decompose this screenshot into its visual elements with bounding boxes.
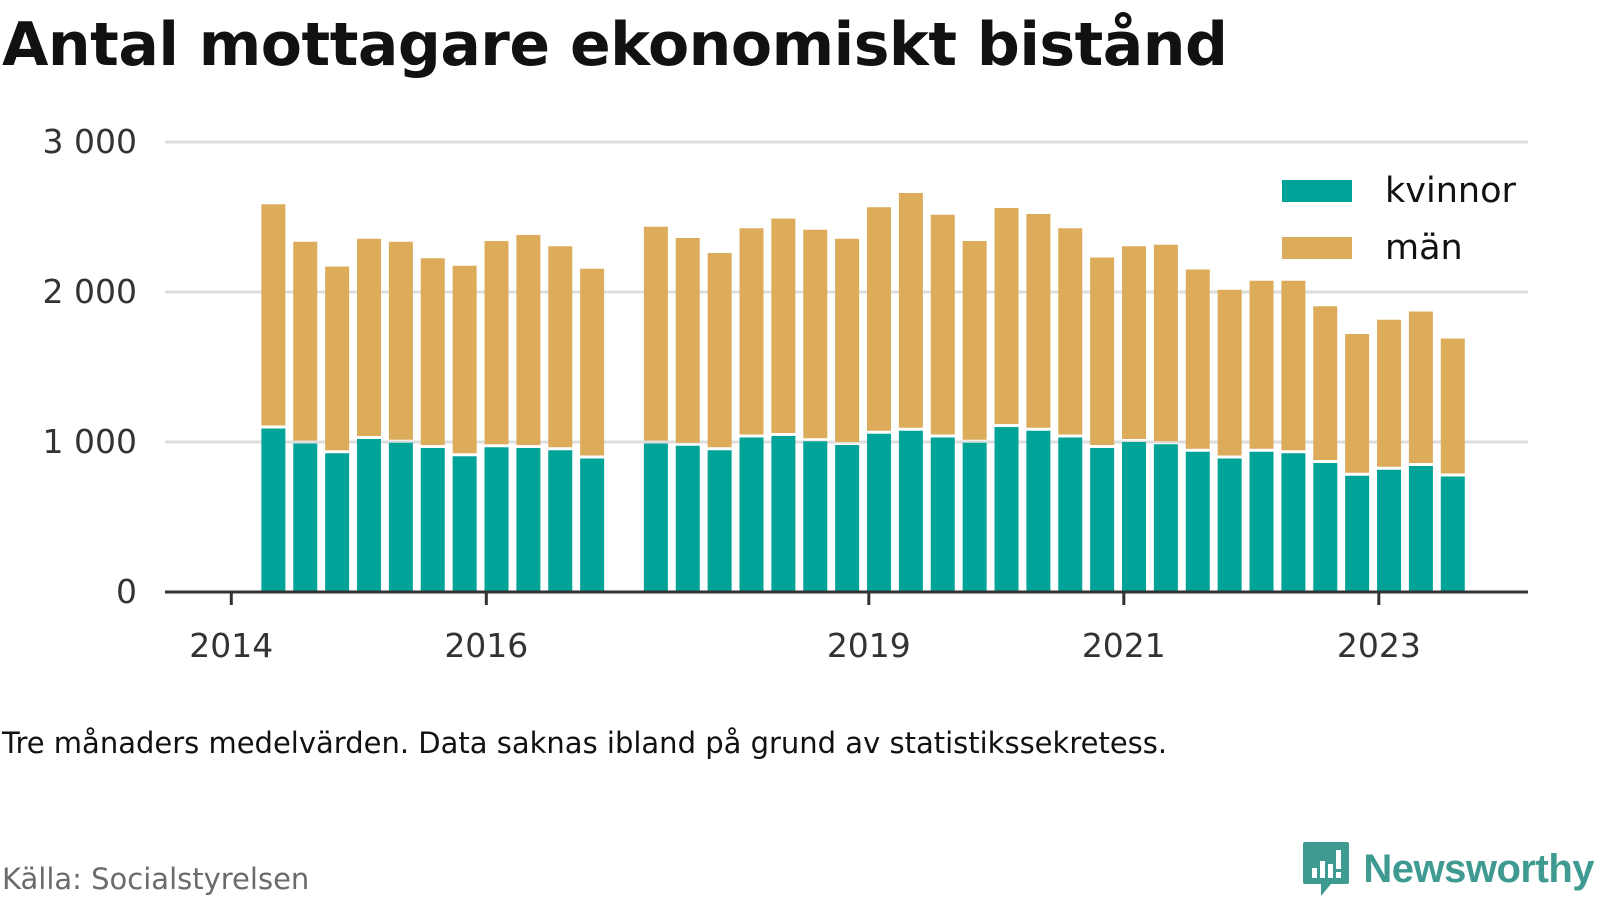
bar-man: [1313, 306, 1338, 460]
bar-man: [1185, 269, 1210, 449]
bar-man: [1440, 338, 1465, 474]
bar-man: [1122, 246, 1147, 439]
bar-man: [675, 238, 700, 443]
bar-kvinnor: [1345, 475, 1370, 592]
bar-kvinnor: [1153, 444, 1178, 592]
bar-kvinnor: [1408, 466, 1433, 592]
bar-kvinnor: [739, 437, 764, 592]
bar-man: [388, 241, 413, 440]
bar-man: [261, 204, 286, 426]
bar-kvinnor: [898, 430, 923, 592]
brand-logo: Newsworthy: [1301, 840, 1594, 898]
legend-label: män: [1385, 228, 1463, 268]
bar-man: [707, 253, 732, 448]
legend-label: kvinnor: [1385, 171, 1516, 211]
bar-man: [1281, 280, 1306, 451]
bar-kvinnor: [325, 453, 350, 592]
bar-man: [771, 218, 796, 433]
bar-kvinnor: [643, 443, 668, 592]
bar-man: [1377, 319, 1402, 467]
bar-man: [962, 241, 987, 440]
bar-kvinnor: [388, 442, 413, 592]
bar-man: [548, 246, 573, 448]
y-tick-label: 1 000: [43, 422, 137, 461]
bar-kvinnor: [548, 450, 573, 592]
bar-kvinnor: [930, 437, 955, 592]
bar-kvinnor: [1281, 453, 1306, 592]
bar-kvinnor: [420, 448, 445, 592]
bar-man: [1090, 257, 1115, 445]
bar-man: [803, 229, 828, 439]
bar-kvinnor: [1249, 451, 1274, 592]
bar-kvinnor: [962, 442, 987, 592]
bar-man: [1153, 244, 1178, 442]
x-tick-label: 2016: [444, 626, 528, 665]
legend-swatch-man: [1282, 237, 1352, 259]
x-tick-label: 2023: [1337, 626, 1421, 665]
bar-man: [898, 193, 923, 428]
chart-title: Antal mottagare ekonomiskt bistånd: [2, 10, 1228, 80]
bar-kvinnor: [1313, 463, 1338, 592]
source-credit: Källa: Socialstyrelsen: [2, 862, 310, 896]
bar-man: [1217, 289, 1242, 456]
bar-man: [994, 208, 1019, 424]
x-tick-label: 2021: [1082, 626, 1166, 665]
bar-kvinnor: [293, 443, 318, 592]
bar-man: [739, 228, 764, 435]
bar-kvinnor: [803, 441, 828, 592]
bar-man: [1026, 214, 1051, 428]
bar-kvinnor: [867, 433, 892, 592]
legend-swatch-kvinnor: [1282, 180, 1352, 202]
chart-note: Tre månaders medelvärden. Data saknas ib…: [2, 726, 1168, 760]
bar-kvinnor: [484, 447, 509, 592]
bar-man: [516, 235, 541, 445]
bar-kvinnor: [835, 445, 860, 592]
bar-man: [580, 268, 605, 456]
bar-kvinnor: [580, 458, 605, 592]
bar-man: [484, 241, 509, 445]
y-tick-label: 0: [116, 572, 137, 611]
stacked-bar-chart: 0 1 000 2 000 3 000 2014 2016 2019 2021 2023 kvi…: [43, 122, 1528, 665]
bar-man: [420, 258, 445, 445]
x-tick-label: 2014: [189, 626, 273, 665]
bar-man: [867, 207, 892, 431]
y-tick-label: 3 000: [43, 122, 137, 161]
bar-kvinnor: [707, 450, 732, 592]
bar-kvinnor: [452, 456, 477, 592]
bar-kvinnor: [516, 448, 541, 592]
bar-kvinnor: [1026, 430, 1051, 592]
bar-man: [325, 266, 350, 451]
bar-kvinnor: [261, 428, 286, 592]
legend: kvinnor män: [1282, 171, 1516, 268]
bar-man: [452, 265, 477, 454]
bar-kvinnor: [1217, 458, 1242, 592]
bar-man: [643, 226, 668, 441]
bar-man: [1249, 280, 1274, 449]
bar-man: [930, 214, 955, 435]
bar-kvinnor: [1090, 448, 1115, 592]
bar-kvinnor: [994, 427, 1019, 592]
bar-man: [835, 238, 860, 442]
bars: [261, 193, 1465, 592]
bar-kvinnor: [675, 445, 700, 592]
bar-kvinnor: [1185, 451, 1210, 592]
bar-kvinnor: [1377, 469, 1402, 592]
bar-kvinnor: [357, 439, 382, 592]
bar-man: [1058, 228, 1083, 435]
bar-kvinnor: [1058, 437, 1083, 592]
bar-kvinnor: [1440, 476, 1465, 592]
axes: 0 1 000 2 000 3 000 2014 2016 2019 2021 2023: [43, 122, 1528, 665]
bar-kvinnor: [771, 436, 796, 592]
bar-man: [293, 241, 318, 441]
bar-man: [357, 238, 382, 436]
brand-name: Newsworthy: [1363, 846, 1594, 891]
bar-kvinnor: [1122, 442, 1147, 592]
bar-man: [1408, 311, 1433, 463]
y-tick-label: 2 000: [43, 272, 137, 311]
x-tick-label: 2019: [827, 626, 911, 665]
newsworthy-logo-icon: [1303, 842, 1350, 896]
bar-man: [1345, 334, 1370, 473]
